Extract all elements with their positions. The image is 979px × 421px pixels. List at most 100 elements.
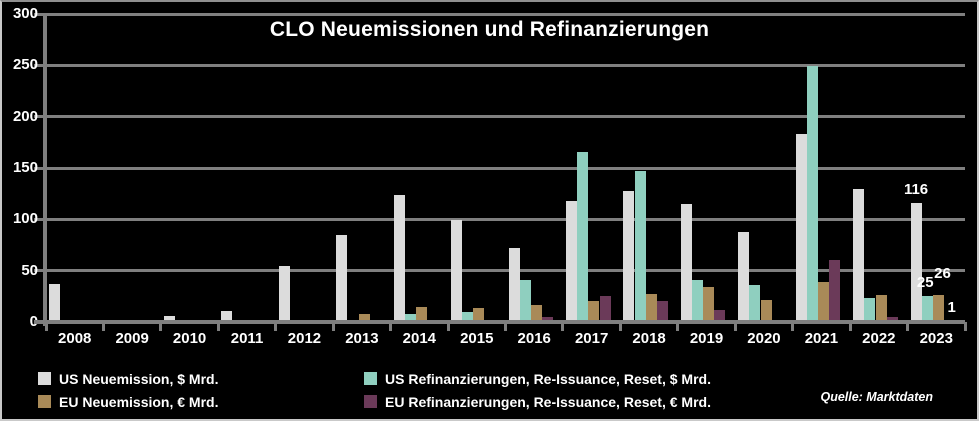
bar-2011-series-0 (221, 310, 233, 322)
legend-label: EU Refinanzierungen, Re-Issuance, Reset,… (385, 393, 711, 410)
x-tick-11 (676, 322, 680, 331)
x-axis-label-2011: 2011 (230, 330, 264, 347)
bar-2021-series-0 (795, 134, 807, 322)
x-tick-4 (274, 322, 278, 331)
bar-2015-series-1 (462, 311, 474, 322)
bar-2023-series-0 (910, 202, 922, 322)
legend-swatch-icon (364, 395, 377, 408)
gridline-50 (46, 269, 965, 273)
bar-2016-series-3 (542, 316, 554, 322)
bar-2021-series-1 (806, 66, 818, 322)
bar-2017-series-0 (565, 200, 577, 322)
x-tick-13 (791, 322, 795, 331)
legend-swatch-icon (38, 372, 51, 385)
bar-2022-series-0 (853, 188, 865, 322)
bar-2019-series-3 (714, 309, 726, 322)
x-tick-5 (331, 322, 335, 331)
y-tick-100 (34, 217, 46, 221)
y-tick-300 (34, 12, 46, 16)
x-axis-label-2008: 2008 (58, 330, 92, 347)
value-label-116: 116 (903, 180, 929, 198)
bar-2020-series-2 (760, 300, 772, 322)
y-axis-label-0: 0 (4, 313, 38, 331)
bar-2010-series-0 (163, 315, 175, 322)
bar-2015-series-2 (473, 307, 485, 322)
y-axis-label-100: 100 (12, 210, 38, 228)
legend: US Neuemission, $ Mrd. EU Neuemission, € … (2, 367, 977, 415)
x-axis-label-2020: 2020 (747, 330, 781, 347)
bar-2018-series-1 (634, 171, 646, 322)
x-axis-label-2013: 2013 (345, 330, 379, 347)
x-axis (34, 320, 965, 324)
y-tick-50 (34, 269, 46, 273)
x-axis-label-2012: 2012 (287, 330, 322, 347)
bar-2008-series-0 (49, 284, 60, 322)
x-axis-label-2019: 2019 (689, 330, 724, 347)
legend-item-series-0: US Neuemission, $ Mrd. (38, 367, 218, 390)
x-tick-16 (963, 322, 967, 331)
value-label-25: 25 (916, 274, 934, 292)
bar-2022-series-3 (886, 316, 898, 322)
bar-2022-series-1 (864, 298, 876, 322)
x-tick-14 (848, 322, 852, 331)
x-axis-label-2010: 2010 (172, 330, 207, 347)
bar-2021-series-3 (829, 260, 841, 322)
y-axis-label-50: 50 (21, 261, 38, 279)
x-axis-label-2009: 2009 (115, 330, 149, 347)
y-axis-label-250: 250 (12, 56, 38, 74)
bar-2017-series-1 (577, 151, 589, 322)
legend-item-series-3: EU Refinanzierungen, Re-Issuance, Reset,… (364, 390, 711, 413)
chart-title: CLO Neuemissionen und Refinanzierungen (269, 18, 710, 41)
x-axis-label-2023: 2023 (919, 330, 953, 347)
bar-2022-series-2 (875, 295, 887, 322)
legend-label: US Neuemission, $ Mrd. (59, 370, 219, 387)
y-tick-200 (34, 115, 46, 119)
bar-2014-series-1 (404, 313, 416, 322)
gridline-300 (46, 12, 965, 16)
bar-2020-series-0 (738, 231, 750, 322)
gridline-150 (46, 166, 965, 170)
bar-2018-series-3 (656, 301, 668, 322)
legend-swatch-icon (38, 395, 51, 408)
gridline-200 (46, 115, 965, 119)
source-note: Quelle: Marktdaten (820, 390, 933, 404)
y-axis-label-200: 200 (12, 107, 38, 125)
gridline-100 (46, 217, 965, 221)
bar-2018-series-0 (623, 190, 635, 322)
gridline-250 (46, 63, 965, 67)
legend-item-series-2: EU Neuemission, € Mrd. (38, 390, 218, 413)
legend-label: EU Neuemission, € Mrd. (59, 393, 219, 410)
value-label-1: 1 (947, 298, 956, 316)
x-tick-3 (216, 322, 220, 331)
x-tick-10 (618, 322, 622, 331)
bar-2012-series-0 (278, 265, 290, 322)
x-axis-label-2015: 2015 (460, 330, 494, 347)
bar-2019-series-2 (703, 287, 715, 322)
x-tick-1 (101, 322, 105, 331)
legend-item-series-1: US Refinanzierungen, Re-Issuance, Reset,… (364, 367, 711, 390)
bar-2017-series-3 (599, 296, 611, 322)
y-tick-150 (34, 166, 46, 170)
legend-column-right: US Refinanzierungen, Re-Issuance, Reset,… (364, 367, 711, 413)
y-axis (43, 13, 47, 326)
x-tick-6 (389, 322, 393, 331)
bar-2015-series-0 (451, 220, 463, 322)
value-label-26: 26 (934, 265, 951, 283)
bar-2016-series-2 (530, 304, 542, 322)
bar-2018-series-2 (645, 294, 657, 322)
x-axis-label-2018: 2018 (632, 330, 666, 347)
bar-2020-series-1 (749, 285, 761, 322)
bar-2014-series-2 (416, 306, 428, 322)
x-tick-9 (561, 322, 565, 331)
x-axis-label-2014: 2014 (402, 330, 437, 347)
bar-2019-series-1 (692, 279, 703, 322)
y-tick-250 (34, 63, 46, 67)
y-axis-label-150: 150 (12, 159, 38, 176)
legend-column-left: US Neuemission, $ Mrd. EU Neuemission, € … (38, 367, 218, 413)
bar-2013-series-0 (336, 234, 348, 322)
bar-2021-series-2 (818, 281, 830, 322)
y-axis-label-300: 300 (12, 5, 38, 22)
bar-2023-series-1 (921, 296, 933, 322)
